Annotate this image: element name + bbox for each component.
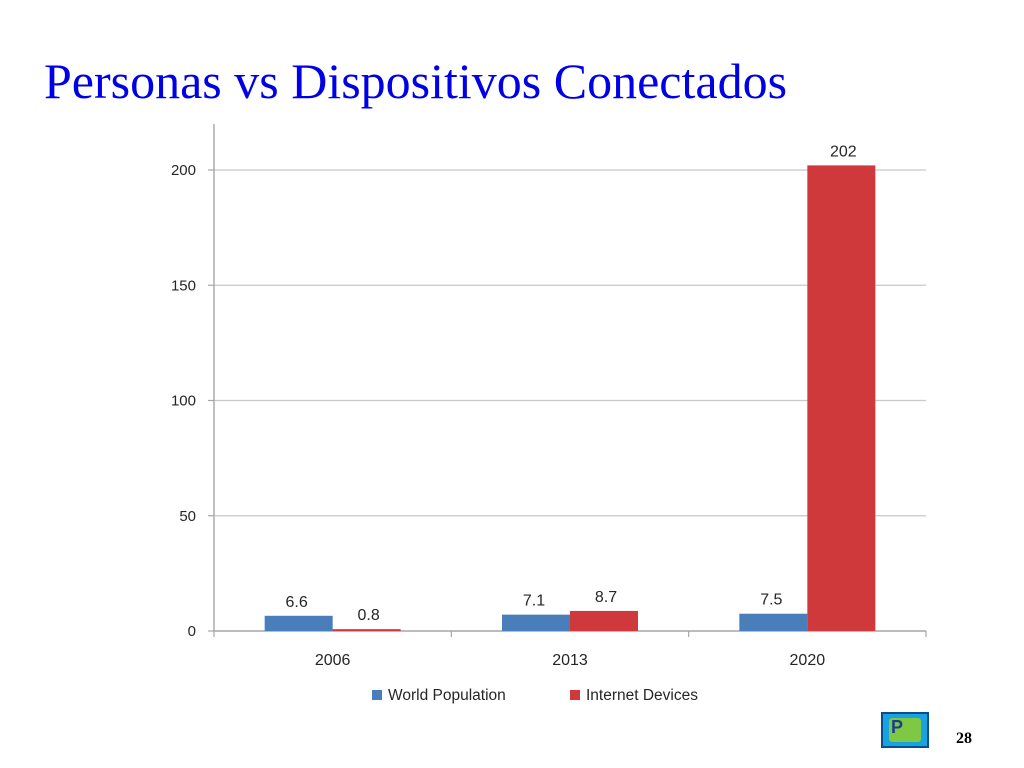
y-tick-label: 150 (171, 277, 196, 294)
data-label: 202 (830, 143, 857, 160)
data-label: 8.7 (595, 589, 617, 606)
x-category-label: 2006 (315, 652, 351, 669)
x-category-label: 2020 (790, 652, 826, 669)
bar-world-population-2013 (502, 614, 570, 631)
data-label: 7.1 (523, 593, 545, 610)
legend-swatch (570, 690, 580, 700)
y-tick-label: 0 (188, 623, 196, 640)
legend-swatch (372, 690, 382, 700)
bar-internet-devices-2006 (332, 629, 401, 631)
legend: World Population Internet Devices (372, 687, 698, 704)
y-tick-label: 200 (171, 162, 196, 179)
bar-internet-devices-2013 (570, 610, 638, 631)
legend-label: World Population (388, 687, 506, 704)
bar-world-population-2020 (739, 613, 808, 631)
bars (264, 165, 876, 631)
data-label: 7.5 (760, 592, 782, 609)
presentation-logo-icon: P (881, 712, 929, 748)
logo-mark: P (891, 717, 904, 737)
x-category-label: 2013 (552, 652, 588, 669)
logo-inner-shape (889, 718, 921, 742)
slide-number: 28 (956, 730, 972, 747)
bar-internet-devices-2020 (807, 165, 876, 631)
data-labels: 6.6 0.8 7.1 8.7 7.5 202 (286, 143, 857, 624)
bar-world-population-2006 (264, 615, 333, 631)
y-tick-label: 100 (171, 393, 196, 410)
slide-title: Personas vs Dispositivos Conectados (44, 53, 788, 109)
legend-label: Internet Devices (586, 687, 698, 704)
y-tick-label: 50 (179, 508, 196, 525)
data-label: 0.8 (358, 607, 380, 624)
data-label: 6.6 (286, 594, 308, 611)
